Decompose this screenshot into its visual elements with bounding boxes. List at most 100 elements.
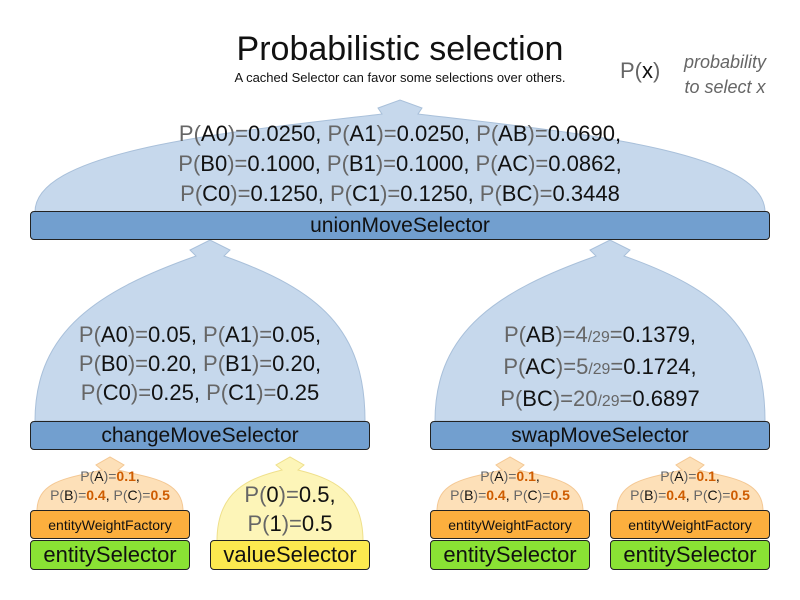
probability-text: P( [326,151,349,176]
probability-text: P( [78,351,101,376]
probability-text: 1 [269,511,282,536]
probability-text: )= [230,181,251,206]
weight-flow-arrow-left [36,456,184,512]
probability-text: , [505,487,514,503]
probability-text: 0.0690, [547,121,622,146]
probability-text: AB [525,322,556,347]
probability-line: P(B)=0.4, P(C)=0.5 [430,486,590,505]
probability-line: P(B)=0.4, P(C)=0.5 [610,486,770,505]
probability-text: BC [501,181,533,206]
entity-weight-factory-1: entityWeightFactory [30,510,190,539]
probability-text: P( [203,322,226,347]
probability-text: 0.1379, [622,322,697,347]
probability-text: P( [50,487,65,503]
probability-text: A0 [100,322,128,347]
probability-text: P( [178,121,201,146]
probability-text: )= [376,121,397,146]
probability-text: P( [660,468,675,484]
probability-text: B1 [348,151,376,176]
probability-text: P( [513,487,528,503]
probability-text: )= [127,351,148,376]
probability-text: 0.25, [151,380,207,405]
probability-text: , [535,468,540,484]
probability-text: )=20 [552,386,598,411]
probability-text: C [707,487,718,503]
legend-line-1: probability [683,52,767,72]
probability-text: )= [653,487,667,503]
probability-line: P(AC)=5/29=0.1724, [430,352,770,384]
probability-text: = [609,322,623,347]
legend-symbol: P(x) [620,58,660,84]
change-probabilities: P(A0)=0.05, P(A1)=0.05, P(B0)=0.20, P(B1)… [30,320,370,407]
probability-text: )= [528,151,549,176]
probability-text: B [644,487,654,503]
entity-selector-1: entitySelector [30,540,190,570]
union-probabilities: P(A0)=0.0250, P(A1)=0.0250, P(AB)=0.0690… [0,119,800,209]
probability-text: AC [525,354,556,379]
probability-text: )= [473,487,487,503]
probability-text: 0.5 [301,511,333,536]
probability-line: P(1)=0.5 [210,509,370,538]
union-flow-arrow [34,99,766,213]
entity-weights-3: P(A)=0.1, P(B)=0.4, P(C)=0.5 [610,467,770,505]
probability-text: )= [127,322,148,347]
probability-text: C [527,487,538,503]
probability-text: /29 [597,393,620,410]
probability-text: P( [503,322,526,347]
probability-line: P(AB)=4/29=0.1379, [430,320,770,352]
probability-text: )= [251,322,273,347]
swap-move-selector: swapMoveSelector [430,421,770,450]
probability-text: 0.1 [116,468,136,484]
probability-text: A [674,468,684,484]
probability-text: )= [73,487,87,503]
probability-text: 0.4 [86,487,106,503]
probability-text: 0.4 [486,487,506,503]
probability-text: 0.5 [150,487,170,503]
probability-text: )= [683,468,697,484]
probability-line: P(0)=0.5, [210,480,370,509]
entity-selector-2: entitySelector [430,540,590,570]
probability-text: P( [244,482,267,507]
probability-text: )= [532,181,553,206]
probability-text: P( [503,354,526,379]
probability-line: P(C0)=0.25, P(C1)=0.25 [30,378,370,407]
probability-text: )= [375,151,397,176]
probability-text: BC [522,386,553,411]
probability-text: 0.1 [516,468,536,484]
probability-text: P( [476,121,499,146]
probability-text: )= [527,121,548,146]
probability-text: B1 [225,351,252,376]
value-selector: valueSelector [210,540,370,570]
probability-line: P(A0)=0.0250, P(A1)=0.0250, P(AB)=0.0690… [0,119,800,149]
probability-text: )=4 [555,322,588,347]
probability-line: P(x) [620,58,660,84]
probability-text: )= [281,511,302,536]
probability-text: )= [380,181,401,206]
probability-text: C1 [351,181,381,206]
probability-text: 0 [266,482,279,507]
probability-text: P( [620,58,642,83]
weight-flow-arrow-right [616,456,764,512]
union-move-selector: unionMoveSelector [30,211,770,240]
probability-text: 0.05, [272,322,322,347]
probability-text: B0 [200,151,228,176]
entity-selector-3: entitySelector [610,540,770,570]
probability-text: 0.05, [148,322,204,347]
probability-text: , [715,468,720,484]
probability-line: P(A)=0.1, [610,467,770,486]
legend-line-2: to select x [684,77,766,97]
subtitle: A cached Selector can favor some selecti… [234,70,566,85]
probability-text: )= [537,487,551,503]
probability-text: AC [497,151,529,176]
probability-text: /29 [588,361,611,378]
probability-text: P( [247,511,270,536]
probability-text: C0 [202,181,231,206]
weight-flow-arrow-mid [436,456,584,512]
probability-text: P( [80,468,95,484]
probability-text: 0.1000, [247,151,327,176]
probability-text: 0.3448 [552,181,620,206]
entity-weights-2: P(A)=0.1, P(B)=0.4, P(C)=0.5 [430,467,590,505]
probability-text: )=5 [555,354,589,379]
probability-line: P(B0)=0.20, P(B1)=0.20, [30,349,370,378]
probability-text: A1 [225,322,252,347]
